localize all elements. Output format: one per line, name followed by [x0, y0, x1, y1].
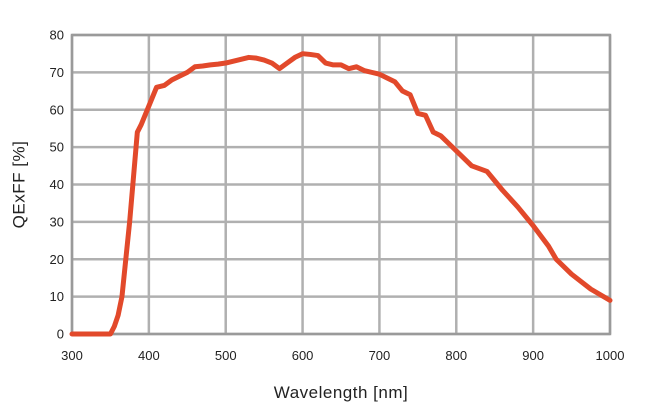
plot-frame: [70, 33, 612, 336]
x-tick-label-0: 300: [61, 348, 83, 363]
y-tick-label-4: 40: [50, 177, 64, 192]
x-tick-label-4: 700: [369, 348, 391, 363]
y-tick-label-0: 0: [57, 327, 64, 342]
y-tick-label-6: 60: [50, 102, 64, 117]
y-tick-labels: 0 10 20 30 40 50 60 70 80: [50, 28, 64, 342]
y-tick-label-8: 80: [50, 28, 64, 43]
y-tick-label-2: 20: [50, 252, 64, 267]
x-tick-label-3: 600: [292, 348, 314, 363]
y-tick-label-5: 50: [50, 140, 64, 155]
grid: [70, 33, 612, 336]
x-tick-labels: 300 400 500 600 700 800 900 1000: [61, 348, 624, 363]
x-tick-label-7: 1000: [596, 348, 625, 363]
x-tick-label-5: 800: [445, 348, 467, 363]
x-axis-title: Wavelength [nm]: [274, 383, 408, 402]
x-tick-label-6: 900: [522, 348, 544, 363]
series-line-qexff: [69, 51, 613, 337]
y-tick-label-1: 10: [50, 289, 64, 304]
y-axis-title: QExFF [%]: [9, 141, 28, 229]
y-tick-label-7: 70: [50, 65, 64, 80]
y-tick-label-3: 30: [50, 214, 64, 229]
x-tick-label-1: 400: [138, 348, 160, 363]
x-tick-label-2: 500: [215, 348, 237, 363]
